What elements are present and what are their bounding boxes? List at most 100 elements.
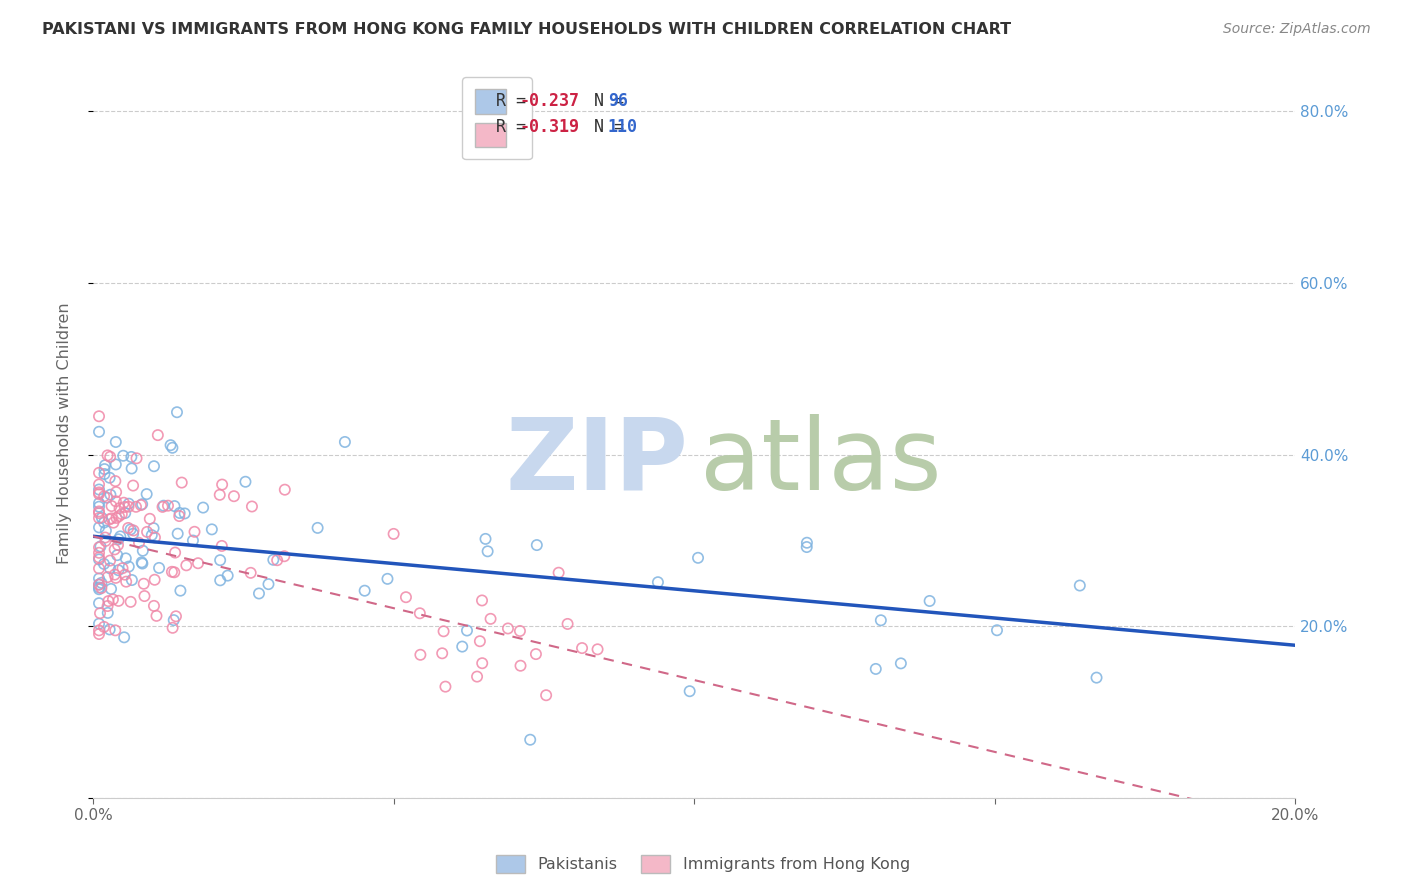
Point [96,491,118,505]
Point [87,477,110,491]
Point [93,467,115,481]
Point [87,561,110,575]
Point [471,656,494,670]
Point [142,521,165,535]
Point [87,483,110,497]
Point [353,583,375,598]
Text: -0.237: -0.237 [520,93,579,111]
Point [122,524,145,538]
Point [118,497,141,511]
Point [104,474,127,488]
Point [94,458,117,473]
Point [89,540,111,554]
Point [118,559,141,574]
Point [121,461,143,475]
Point [87,571,110,585]
Point [87,425,110,439]
Point [160,565,183,579]
Point [111,507,134,521]
Point [430,646,453,660]
Point [107,538,129,552]
Point [87,520,110,534]
Point [100,488,122,502]
Point [87,511,110,525]
Point [165,609,187,624]
Point [434,680,457,694]
Point [547,566,569,580]
Point [90,575,112,590]
Point [98,471,121,485]
Point [274,483,297,497]
Point [105,511,128,525]
Point [87,552,110,566]
Point [100,582,122,596]
Point [477,544,499,558]
Point [183,524,205,539]
Point [122,526,145,541]
Point [98,553,121,567]
Point [890,657,912,671]
Point [163,613,186,627]
Point [496,622,519,636]
Point [107,563,129,577]
Point [165,545,187,559]
Point [557,616,579,631]
Point [104,624,127,638]
Point [918,594,941,608]
Point [87,624,110,638]
Point [87,596,110,610]
Point [103,516,125,530]
Point [87,504,110,518]
Point [201,522,224,536]
Point [163,499,186,513]
Point [128,536,150,550]
Point [162,441,184,455]
Point [97,449,120,463]
Point [169,506,191,520]
Point [217,568,239,582]
Point [87,582,110,597]
Point [136,524,159,539]
Point [87,500,110,514]
Point [191,500,214,515]
Point [409,648,432,662]
Point [120,523,142,537]
Point [98,450,121,464]
Point [87,466,110,480]
Point [87,487,110,501]
Point [104,435,127,450]
Point [152,499,174,513]
Point [105,548,128,562]
Point [117,500,139,514]
Point [869,613,891,627]
Point [114,567,136,582]
Point [112,630,135,644]
Point [1085,671,1108,685]
Point [135,487,157,501]
Point [87,506,110,520]
Point [382,527,405,541]
Point [120,450,142,464]
Point [107,533,129,547]
Point [247,586,270,600]
Point [163,566,186,580]
Point [534,688,557,702]
Point [114,500,136,514]
Point [87,541,110,555]
Text: ZIP: ZIP [505,414,688,511]
Point [139,512,162,526]
Point [87,627,110,641]
Point [105,485,128,500]
Point [235,475,257,489]
Point [87,577,110,591]
Point [586,642,609,657]
Point [208,488,231,502]
Text: R =: R = [496,118,536,136]
Point [100,511,122,525]
Text: 96: 96 [607,93,627,111]
Point [108,501,131,516]
Point [104,571,127,585]
Point [187,556,209,570]
Legend: Pakistanis, Immigrants from Hong Kong: Pakistanis, Immigrants from Hong Kong [489,848,917,880]
Point [121,573,143,587]
